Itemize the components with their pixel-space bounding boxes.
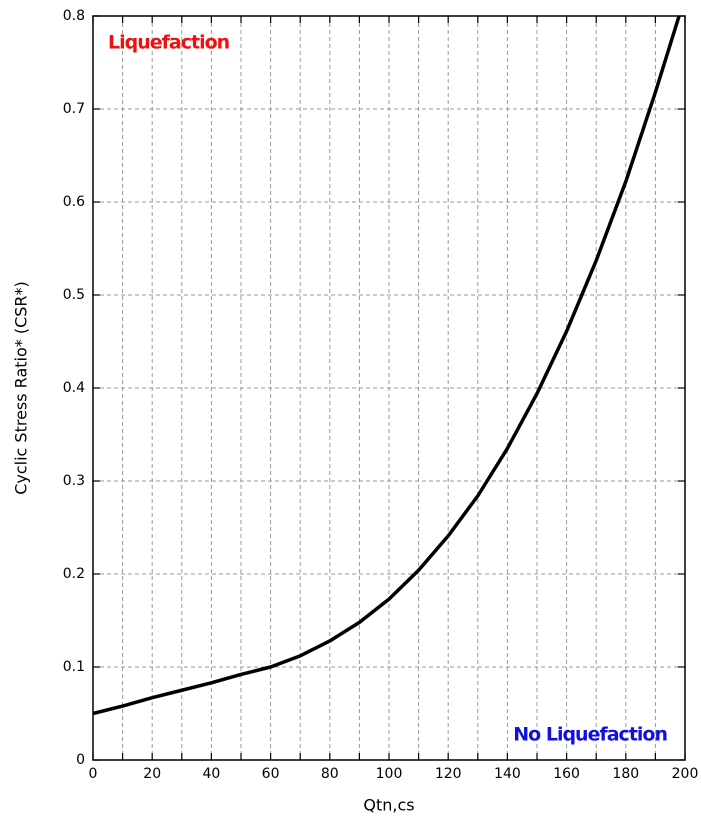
x-axis-label: Qtn,cs [363, 796, 414, 815]
data-line [92, 15, 681, 716]
x-tick-label: 120 [435, 766, 462, 782]
x-tick-label: 160 [553, 766, 580, 782]
y-tick-label: 0.8 [63, 8, 85, 24]
plot-frame [92, 15, 686, 761]
x-tick-label: 20 [143, 766, 161, 782]
y-tick-label: 0.3 [63, 473, 85, 489]
y-tick-label: 0.4 [63, 380, 85, 396]
x-tick-label: 100 [376, 766, 403, 782]
y-tick-label: 0.7 [63, 101, 85, 117]
y-tick-label: 0.2 [63, 566, 85, 582]
y-tick-label: 0.1 [63, 659, 85, 675]
y-tick-label: 0 [76, 752, 85, 768]
x-tick-label: 180 [612, 766, 639, 782]
annotation: Liquefaction [108, 32, 230, 54]
y-tick-label: 0.5 [63, 287, 85, 303]
x-tick-label: 60 [262, 766, 280, 782]
x-tick-label: 0 [89, 766, 98, 782]
x-tick-label: 140 [494, 766, 521, 782]
y-axis-label: Cyclic Stress Ratio* (CSR*) [12, 281, 31, 495]
x-tick-label: 200 [672, 766, 699, 782]
annotation: No Liquefaction [513, 724, 667, 746]
y-tick-label: 0.6 [63, 194, 85, 210]
x-tick-label: 40 [202, 766, 220, 782]
x-tick-label: 80 [321, 766, 339, 782]
